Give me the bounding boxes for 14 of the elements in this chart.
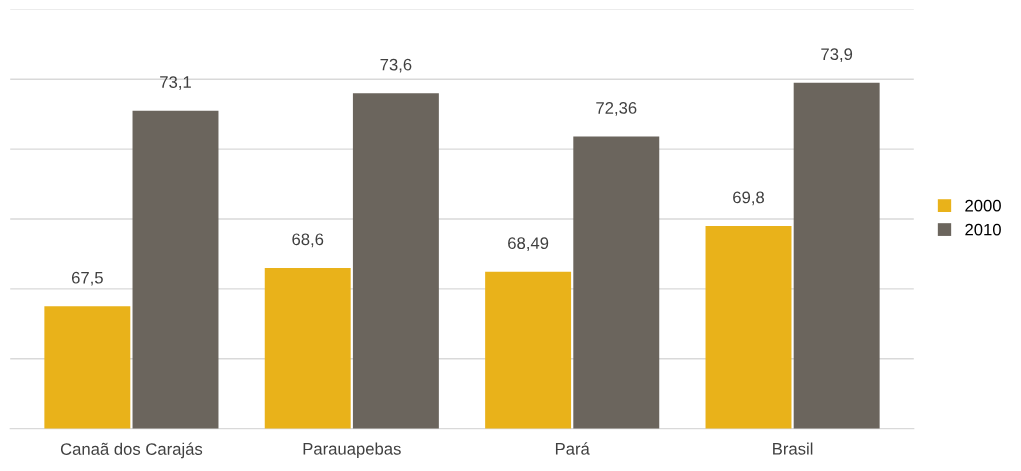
data-label: 72,36 xyxy=(596,102,637,116)
data-label: 68,6 xyxy=(292,233,324,248)
data-label: 68,49 xyxy=(508,237,549,251)
x-tick-label: Pará xyxy=(555,442,590,455)
data-label: 67,5 xyxy=(71,271,103,286)
x-tick-label: Parauapebas xyxy=(303,442,401,459)
data-label: 73,1 xyxy=(160,76,191,90)
data-label: 69,8 xyxy=(733,191,764,206)
data-label: 73,6 xyxy=(380,58,412,73)
x-tick-label: Canaã dos Carajás xyxy=(60,442,203,459)
legend-label: 2010 xyxy=(965,223,1001,236)
x-tick-label: Brasil xyxy=(773,442,813,455)
legend-label: 2000 xyxy=(965,199,1001,212)
data-label: 73,9 xyxy=(821,48,853,63)
